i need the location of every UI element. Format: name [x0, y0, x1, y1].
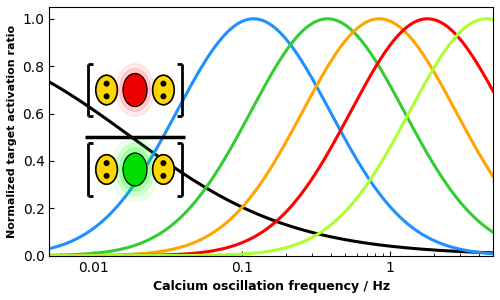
Ellipse shape: [161, 81, 166, 86]
Ellipse shape: [161, 161, 166, 165]
Ellipse shape: [161, 94, 166, 99]
Ellipse shape: [120, 148, 150, 191]
Ellipse shape: [120, 69, 150, 111]
Ellipse shape: [104, 174, 109, 178]
Ellipse shape: [161, 174, 166, 178]
Ellipse shape: [104, 161, 109, 165]
Ellipse shape: [123, 153, 147, 186]
Ellipse shape: [96, 155, 118, 184]
Ellipse shape: [123, 74, 147, 106]
Ellipse shape: [104, 81, 109, 86]
Ellipse shape: [152, 75, 174, 105]
Ellipse shape: [116, 64, 154, 116]
Y-axis label: Normalized target activation ratio: Normalized target activation ratio: [7, 25, 17, 238]
Ellipse shape: [104, 94, 109, 99]
Ellipse shape: [152, 155, 174, 184]
Ellipse shape: [116, 143, 154, 196]
Ellipse shape: [96, 75, 118, 105]
Ellipse shape: [111, 136, 159, 202]
X-axis label: Calcium oscillation frequency / Hz: Calcium oscillation frequency / Hz: [152, 280, 390, 293]
